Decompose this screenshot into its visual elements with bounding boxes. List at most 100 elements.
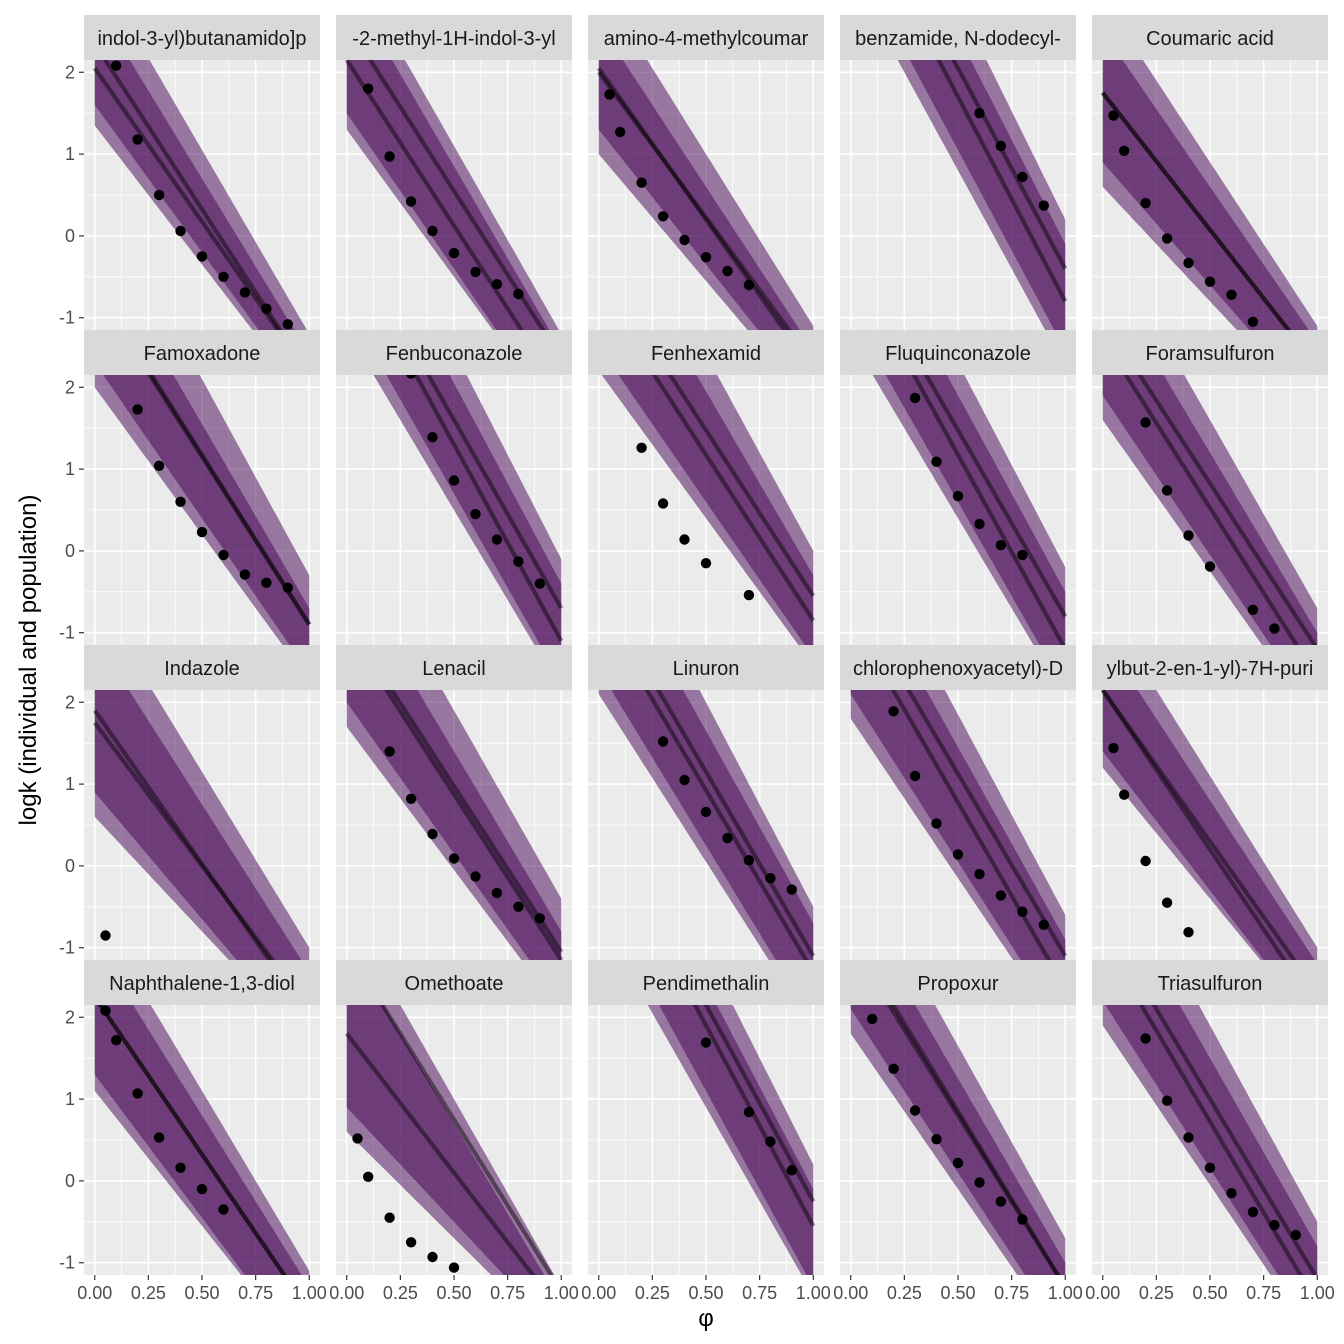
population-line xyxy=(149,375,312,626)
y-tick-label: 1 xyxy=(65,459,75,479)
data-point xyxy=(995,890,1007,901)
data-point xyxy=(657,211,669,222)
data-point xyxy=(1226,1188,1237,1199)
ribbon-inner xyxy=(598,60,800,330)
ribbon-inner xyxy=(1105,1005,1318,1275)
data-point xyxy=(931,456,942,467)
population-line xyxy=(413,375,564,642)
facet-label: Indazole xyxy=(164,658,240,680)
facet-strip xyxy=(336,645,572,690)
data-point xyxy=(722,265,733,277)
population-line xyxy=(345,1032,536,1275)
facet-strip xyxy=(84,645,320,690)
x-tick-label: 0.75 xyxy=(1246,1283,1281,1303)
data-point xyxy=(218,549,229,561)
data-point xyxy=(513,288,524,300)
population-line xyxy=(344,60,525,330)
ribbon-inner xyxy=(94,690,302,960)
panel-data xyxy=(94,1005,310,1275)
data-point xyxy=(282,582,293,593)
individual-line xyxy=(923,375,1068,618)
individual-line xyxy=(703,1005,816,1203)
data-point xyxy=(1038,919,1050,930)
data-point xyxy=(679,534,690,545)
facet-label: Omethoate xyxy=(405,973,504,995)
x-tick-label: 0.00 xyxy=(833,1283,868,1303)
data-point xyxy=(765,873,776,884)
data-point xyxy=(1247,1206,1259,1218)
y-tick-label: 1 xyxy=(65,144,75,164)
data-point xyxy=(1119,145,1130,156)
data-point xyxy=(888,706,899,717)
data-point xyxy=(952,490,964,502)
individual-line xyxy=(425,375,564,610)
facet-strip xyxy=(588,960,824,1005)
facet-label: -2-methyl-1H-indol-3-yl xyxy=(352,28,555,50)
panel-data xyxy=(92,690,310,960)
facet-label: Fenhexamid xyxy=(651,343,761,365)
facet-panel: Omethoate xyxy=(336,960,572,1275)
ribbon-inner xyxy=(659,1005,814,1275)
population-line xyxy=(651,375,816,622)
data-point xyxy=(384,746,395,757)
facet-panel: amino-4-methylcoumar xyxy=(588,15,824,330)
panel-data xyxy=(1100,690,1318,960)
individual-line xyxy=(886,1005,1061,1275)
data-point xyxy=(1017,549,1028,561)
panel-data xyxy=(344,60,559,330)
y-tick-label: -1 xyxy=(59,938,75,958)
data-point xyxy=(1204,276,1216,287)
data-point xyxy=(974,868,985,880)
data-point xyxy=(111,60,122,71)
facet-panel: Lenacil xyxy=(336,645,572,960)
panel-data xyxy=(647,1005,816,1275)
data-point xyxy=(952,1157,964,1169)
x-tick-label: 1.00 xyxy=(1300,1283,1335,1303)
x-tick-label: 0.75 xyxy=(238,1283,273,1303)
ribbon-inner xyxy=(850,690,1066,960)
y-tick-label: 2 xyxy=(65,377,75,397)
population-line xyxy=(1101,91,1292,330)
facet-panel: indol-3-yl)butanamido]p xyxy=(84,15,320,330)
data-point xyxy=(448,1262,460,1273)
individual-line xyxy=(655,690,816,957)
facet-panel: Triasulfuron xyxy=(1092,960,1328,1275)
data-point xyxy=(700,252,712,263)
data-point xyxy=(1108,110,1119,121)
panel-data xyxy=(345,1005,555,1275)
population-line xyxy=(97,1005,287,1275)
data-point xyxy=(615,126,626,138)
population-line xyxy=(911,375,1066,645)
data-point xyxy=(1140,855,1151,867)
population-line xyxy=(1123,375,1300,645)
facet-label: Pendimethalin xyxy=(643,973,770,995)
facet-label: chlorophenoxyacetyl)-D xyxy=(853,658,1063,680)
ribbon-inner xyxy=(346,1005,545,1275)
facet-label: Naphthalene-1,3-diol xyxy=(109,973,295,995)
x-tick-label: 0.50 xyxy=(940,1283,975,1303)
data-point xyxy=(470,871,481,882)
facet-label: Fluquinconazole xyxy=(885,343,1031,365)
data-point xyxy=(384,151,395,162)
x-tick-label: 0.25 xyxy=(635,1283,670,1303)
x-tick-label: 0.50 xyxy=(436,1283,471,1303)
data-point xyxy=(700,558,712,569)
data-point xyxy=(1140,417,1151,428)
facet-panel: Fluquinconazole xyxy=(840,330,1076,645)
facet-panel: ylbut-2-en-1-yl)-7H-puri xyxy=(1092,645,1328,960)
facet-panel: Famoxadone xyxy=(84,330,320,645)
data-point xyxy=(363,83,374,94)
data-point xyxy=(786,884,797,895)
data-point xyxy=(363,1171,374,1183)
data-point xyxy=(513,901,524,912)
data-point xyxy=(909,1105,921,1116)
facet-panel: -2-methyl-1H-indol-3-yl xyxy=(336,15,572,330)
data-point xyxy=(239,569,251,580)
y-tick-label: -1 xyxy=(59,623,75,643)
x-tick-label: 0.75 xyxy=(490,1283,525,1303)
data-point xyxy=(909,770,921,782)
data-point xyxy=(995,540,1007,551)
population-line xyxy=(692,1005,816,1227)
ribbon-inner xyxy=(346,690,562,960)
panel-data xyxy=(373,375,564,645)
